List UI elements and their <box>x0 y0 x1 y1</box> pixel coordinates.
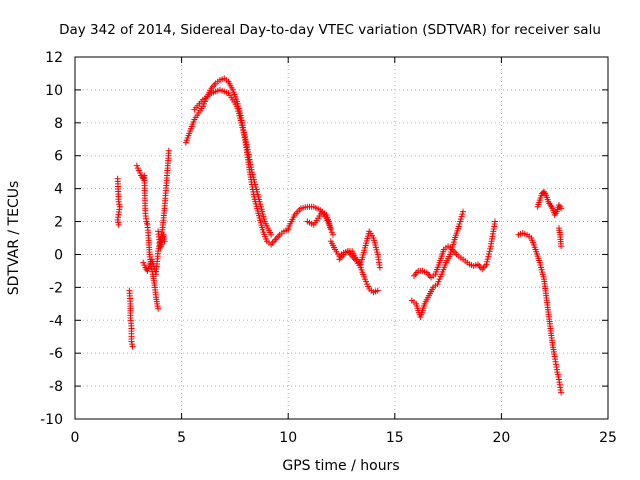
x-axis: 0 5 10 15 20 25 <box>71 57 617 446</box>
y-tick-label: -4 <box>49 313 63 329</box>
data-point <box>376 264 383 271</box>
data-points <box>114 75 565 396</box>
data-point <box>165 147 172 154</box>
data-point <box>558 205 565 212</box>
data-point <box>327 225 334 232</box>
data-point <box>558 243 565 250</box>
series-seg13 <box>410 218 499 281</box>
data-point <box>484 258 491 265</box>
x-tick-label: 0 <box>71 430 80 446</box>
y-tick-label: 6 <box>54 149 63 165</box>
y-tick-label: 0 <box>54 247 63 263</box>
data-point <box>374 287 381 294</box>
data-point <box>485 253 492 260</box>
data-point <box>484 256 491 263</box>
plot-frame <box>74 56 609 420</box>
data-point <box>487 245 494 252</box>
y-tick-label: -8 <box>49 379 63 395</box>
series-seg5 <box>155 228 168 251</box>
data-point <box>460 208 467 215</box>
data-point <box>268 231 275 238</box>
data-point <box>115 221 122 228</box>
data-point <box>329 231 336 238</box>
series-seg7 <box>191 86 275 238</box>
x-tick-label: 25 <box>599 430 617 446</box>
y-tick-label: 2 <box>54 215 63 231</box>
data-point <box>150 262 157 269</box>
data-point <box>155 305 162 312</box>
series-seg15 <box>534 188 565 218</box>
y-tick-label: -2 <box>49 280 63 296</box>
y-axis-label: SDTVAR / TECUs <box>6 181 22 296</box>
y-tick-label: 8 <box>54 116 63 132</box>
x-tick-label: 5 <box>177 430 186 446</box>
x-axis-label: GPS time / hours <box>282 458 399 474</box>
y-tick-label: 12 <box>45 50 63 66</box>
data-point <box>492 218 499 225</box>
series-seg10 <box>327 238 381 296</box>
series-seg4 <box>140 147 172 278</box>
data-point <box>483 261 490 268</box>
y-tick-label: 10 <box>45 83 63 99</box>
series-seg16 <box>555 225 565 250</box>
grid <box>75 57 608 419</box>
series-seg9 <box>304 208 334 232</box>
chart-title: Day 342 of 2014, Sidereal Day-to-day VTE… <box>59 22 601 38</box>
data-point <box>558 389 565 396</box>
series-seg14 <box>515 230 565 396</box>
y-tick-label: 4 <box>54 182 63 198</box>
y-tick-label: -6 <box>49 346 63 362</box>
x-tick-label: 10 <box>279 430 297 446</box>
x-tick-label: 20 <box>492 430 510 446</box>
y-tick-label: -10 <box>40 412 63 428</box>
data-point <box>485 250 492 257</box>
data-point <box>161 238 168 245</box>
series-seg12 <box>408 208 467 320</box>
data-point <box>129 343 136 350</box>
series-seg1 <box>114 175 123 228</box>
y-axis: -10 -8 -6 -4 -2 0 2 4 6 8 10 12 <box>40 50 608 428</box>
data-point <box>486 248 493 255</box>
x-tick-label: 15 <box>386 430 404 446</box>
series-seg11 <box>336 228 383 271</box>
series-seg2 <box>126 287 136 350</box>
